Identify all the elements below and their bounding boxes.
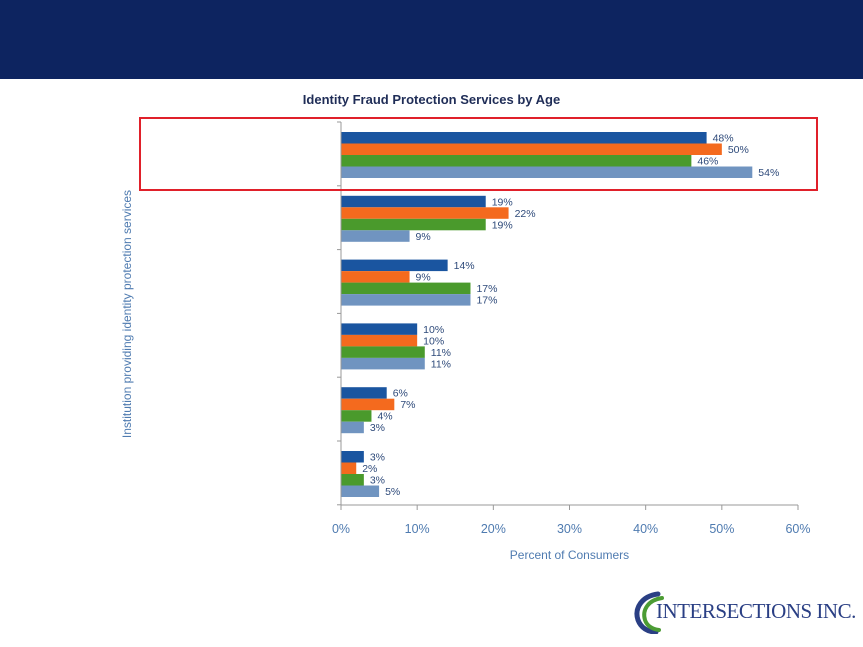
data-label: 19% [492,219,513,231]
data-label: 9% [416,272,431,284]
bar-group-2-series-4 [341,230,410,242]
data-label: 50% [728,144,749,156]
bar-group-4-series-3 [341,346,425,358]
x-tick-label: 40% [633,522,658,536]
company-logo: INTERSECTIONS INC. [632,590,857,634]
data-label: 19% [492,196,513,208]
data-label: 10% [423,335,444,347]
bar-group-6-series-2 [341,462,357,474]
bar-group-4-series-4 [341,357,425,370]
bar-group-2-series-3 [341,218,486,231]
bar-group-6-series-1 [341,451,364,463]
y-axis-label: Institution providing identity protectio… [120,189,134,439]
bar-group-6-series-4 [341,485,380,497]
data-label: 48% [713,133,734,145]
data-label: 3% [370,475,385,487]
bar-group-5-series-2 [341,398,395,411]
bar-group-3-series-2 [341,271,410,283]
data-label: 5% [385,486,400,498]
x-axis-label: Percent of Consumers [509,548,630,562]
data-label: 6% [393,388,408,400]
header-band [0,0,863,79]
data-label: 46% [697,156,718,168]
intersections-logo-icon [634,591,664,634]
data-label: 10% [423,324,444,336]
bar-group-4-series-2 [341,334,418,347]
bar-group-1-series-2 [341,143,722,155]
logo-text: INTERSECTIONS INC. [656,599,856,623]
chart-title-text: Identity Fraud Protection Services by Ag… [302,92,561,107]
data-label: 9% [416,231,431,243]
data-label: 3% [370,422,385,434]
highlight-box [139,117,818,191]
data-label: 7% [400,399,415,411]
bar-group-4-series-1 [341,323,418,335]
data-label: 11% [431,358,451,370]
data-label: 2% [362,463,377,475]
data-label: 3% [370,452,385,464]
x-tick-label: 10% [405,522,430,536]
x-tick-label: 60% [785,522,810,536]
data-label: 17% [476,295,497,307]
bar-group-6-series-3 [341,474,364,486]
bar-group-5-series-3 [341,410,372,422]
bar-group-3-series-1 [341,259,448,272]
bar-group-3-series-3 [341,282,471,295]
x-tick-label: 0% [332,522,350,536]
bar-group-1-series-1 [341,132,707,144]
x-tick-label: 20% [481,522,506,536]
bar-group-1-series-3 [341,155,692,167]
data-label: 22% [515,208,536,220]
data-label: 17% [476,283,497,295]
bar-group-1-series-4 [341,166,753,178]
x-tick-label: 50% [709,522,734,536]
bar-group-2-series-1 [341,195,486,208]
data-label: 4% [377,411,392,423]
data-label: 14% [454,260,475,272]
chart-title: Identity Fraud Protection Services by Ag… [0,92,863,107]
bar-group-3-series-4 [341,294,471,306]
data-label: 54% [758,167,779,179]
x-tick-label: 30% [557,522,582,536]
bar-group-5-series-1 [341,387,387,399]
bar-group-5-series-4 [341,421,364,434]
bar-group-2-series-2 [341,207,509,219]
data-label: 11% [431,347,451,359]
